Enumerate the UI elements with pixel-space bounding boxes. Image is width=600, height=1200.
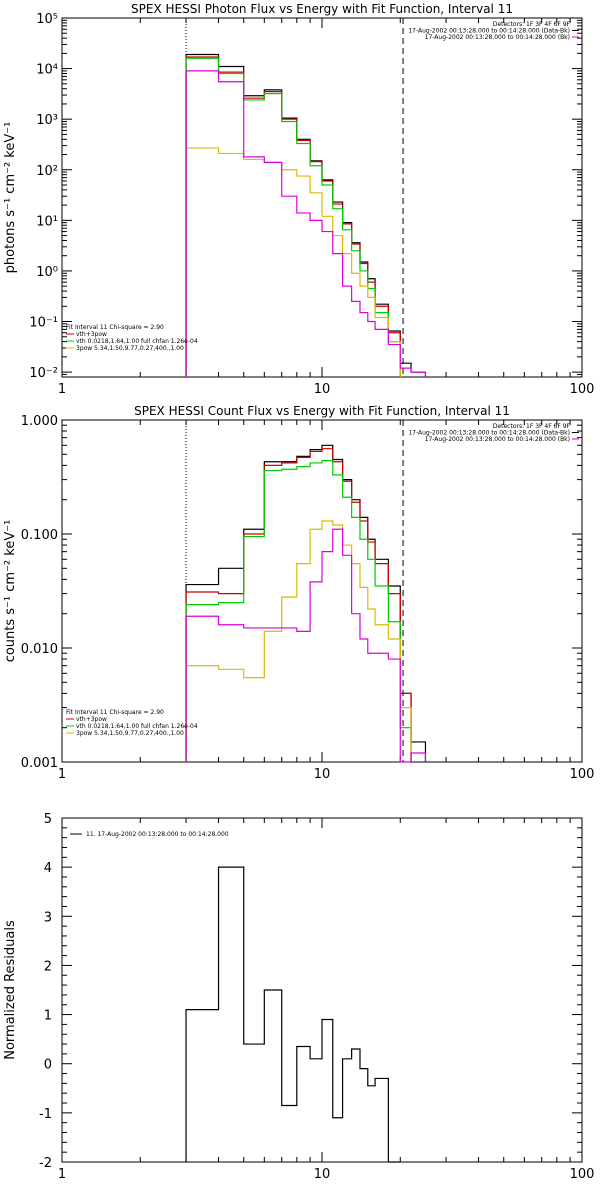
- y-tick-label: 3: [44, 910, 52, 925]
- series-line-1-3: [185, 57, 401, 377]
- y-tick-label: 1.000: [21, 414, 58, 429]
- y-tick-label: 0.010: [21, 642, 58, 657]
- legend-bottom-entry: vth+3pow: [76, 331, 107, 338]
- y-tick-label: 0.001: [21, 756, 58, 771]
- x-tick-label: 1: [58, 767, 66, 782]
- y-tick-label: 10¹: [36, 214, 58, 229]
- y-tick-label: 10⁴: [36, 63, 58, 78]
- legend-bottom-entry: Fit Interval 11 Chi-square = 2.90: [66, 324, 164, 331]
- series-line-1-1: [185, 53, 427, 377]
- y-tick-label: 10⁻²: [29, 366, 58, 381]
- legend-bottom-entry: vth 0.0218,1.64,1.00 full chfan 1.26e-04: [76, 723, 198, 730]
- y-tick-label: -2: [39, 1156, 52, 1171]
- legend-top-entry: 17-Aug-2002 00:13:28.000 to 00:14:28.000…: [425, 436, 570, 443]
- y-tick-label: 10⁻¹: [29, 316, 58, 331]
- series-line-1-4: [185, 147, 401, 377]
- legend-top-entry: 17-Aug-2002 00:13:28.000 to 00:14:28.000…: [425, 34, 570, 41]
- y-tick-label: 0: [44, 1058, 52, 1073]
- x-tick-label: 100: [570, 767, 595, 782]
- series-line-2-1: [185, 444, 427, 762]
- legend-bottom-entry: vth+3pow: [76, 716, 107, 723]
- plot-frame-3: [61, 817, 583, 1163]
- y-tick-label: 10⁵: [36, 12, 58, 27]
- legend-bottom-entry: Fit Interval 11 Chi-square = 2.90: [66, 709, 164, 716]
- y-axis-label-2: counts s⁻¹ cm⁻² keV⁻¹: [3, 520, 18, 663]
- y-tick-label: 10⁰: [36, 265, 58, 280]
- x-tick-label: 1: [58, 382, 66, 397]
- x-tick-label: 10: [314, 767, 331, 782]
- x-tick-label: 10: [314, 1167, 331, 1182]
- legend-top-entry: Detectors: 1F 3F 4F 6F 9F: [493, 423, 571, 430]
- series-line-2-3: [185, 460, 412, 762]
- y-tick-label: 0.100: [21, 528, 58, 543]
- x-tick-label: 1: [58, 1167, 66, 1182]
- y-tick-label: 10³: [36, 113, 58, 128]
- y-tick-label: 2: [44, 959, 52, 974]
- legend-bottom-entry: 3pow 5.34,1.50,9.77,0.27,400.,1.00: [76, 345, 184, 352]
- x-tick-label: 100: [570, 1167, 595, 1182]
- legend-top-entry: Detectors: 1F 3F 4F 6F 9F: [493, 21, 571, 28]
- y-tick-label: 1: [44, 1009, 52, 1024]
- y-axis-label-1: photons s⁻¹ cm⁻² keV⁻¹: [3, 122, 18, 274]
- series-line-2-4: [185, 520, 412, 762]
- x-tick-label: 100: [570, 382, 595, 397]
- legend-top-entry: 17-Aug-2002 00:13:28.000 to 00:14:28.000…: [408, 430, 570, 437]
- y-tick-label: 4: [44, 861, 52, 876]
- series-line-2-5: [185, 528, 427, 763]
- legend-bottom-entry: 3pow 5.34,1.50,9.77,0.27,400.,1.00: [76, 730, 184, 737]
- legend-bottom-entry: vth 0.0218,1.64,1.00 full chfan 1.26e-04: [76, 338, 198, 345]
- chart-title-1: SPEX HESSI Photon Flux vs Energy with Fi…: [131, 2, 513, 16]
- legend-top-entry: 17-Aug-2002 00:13:28.000 to 00:14:28.000…: [408, 28, 570, 35]
- legend-residual-entry: 11. 17-Aug-2002 00:13:28.000 to 00:14:28…: [86, 831, 229, 838]
- chart-title-2: SPEX HESSI Count Flux vs Energy with Fit…: [134, 404, 510, 418]
- y-axis-label-3: Normalized Residuals: [3, 920, 18, 1060]
- x-tick-label: 10: [314, 382, 331, 397]
- y-tick-label: 5: [44, 812, 52, 827]
- y-tick-label: 10²: [36, 164, 58, 179]
- series-line-2-2: [185, 448, 412, 762]
- series-line-1-5: [185, 70, 427, 377]
- y-tick-label: -1: [39, 1107, 52, 1122]
- series-line-3-1: [185, 866, 401, 1163]
- series-line-1-2: [185, 56, 401, 377]
